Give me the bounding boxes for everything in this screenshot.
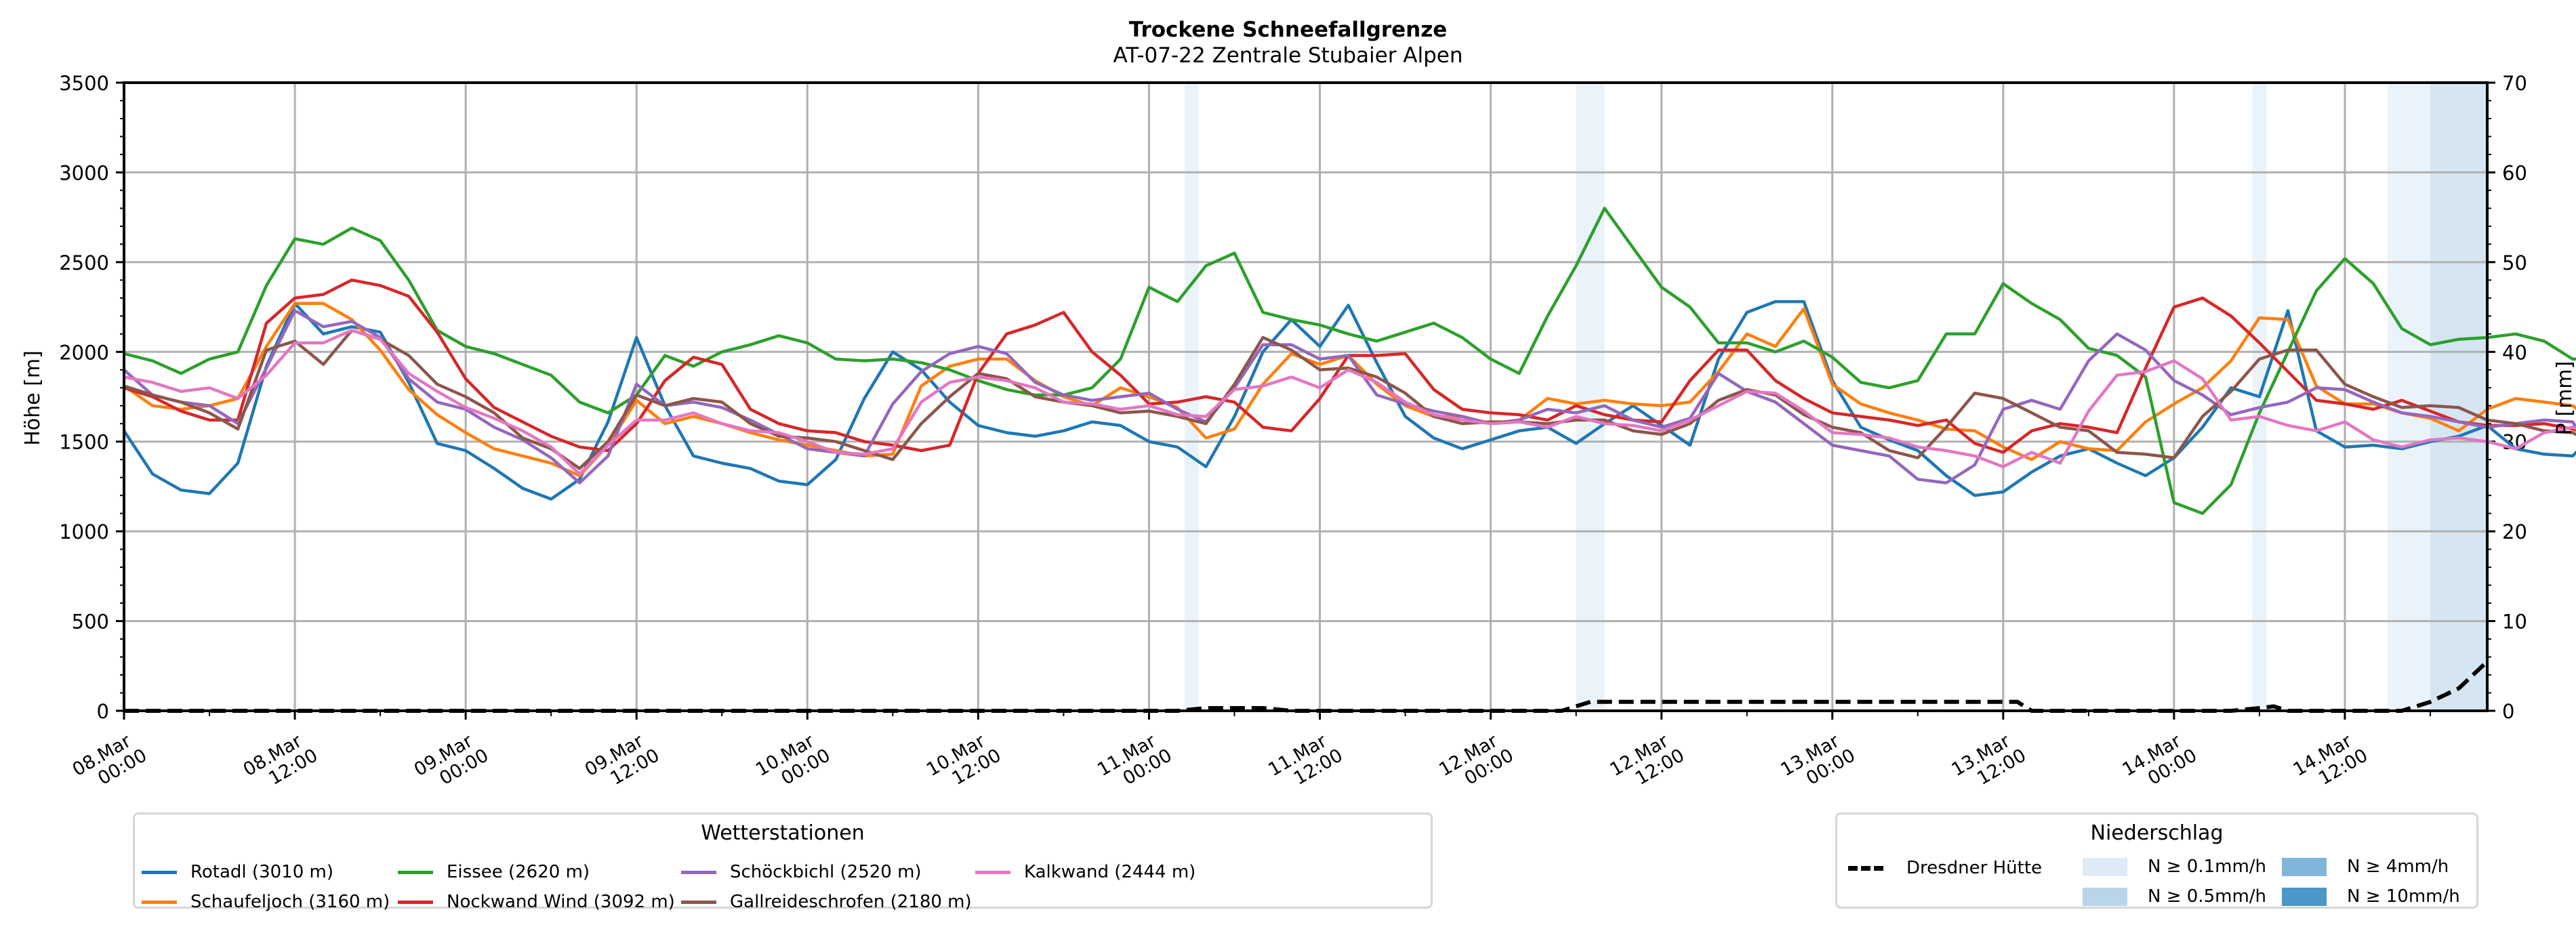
legend-item-station: Gallreideschrofen (2180 m) xyxy=(681,892,972,912)
y2-tick-label: 50 xyxy=(2502,251,2527,274)
legend-color-patch xyxy=(2083,857,2127,876)
y2-tick-label: 20 xyxy=(2502,520,2527,543)
y-axis-label-right: P [mm] xyxy=(2553,360,2576,436)
y-tick-label: 1000 xyxy=(59,520,109,543)
y-axis-label-left: Höhe [m] xyxy=(20,350,45,446)
x-tick-label: 13.Mar12:00 xyxy=(1948,727,2029,798)
series-line-4 xyxy=(123,278,2576,454)
y2-tick-label: 0 xyxy=(2502,700,2514,723)
series-line-1 xyxy=(123,300,2576,501)
legend-item-station: Schöckbichl (2520 m) xyxy=(681,862,922,882)
legend-line-swatch xyxy=(398,870,433,874)
precip-band xyxy=(2430,83,2487,711)
y2-tick-label: 40 xyxy=(2502,341,2527,364)
legend-color-patch xyxy=(2282,887,2327,906)
chart-title: Trockene Schneefallgrenze xyxy=(1128,18,1448,42)
precip-band xyxy=(2387,83,2430,711)
y2-tick-label: 60 xyxy=(2502,161,2527,184)
legend-precipitation-title: Niederschlag xyxy=(2090,821,2224,845)
legend-item-precip-level: N ≥ 4mm/h xyxy=(2282,856,2449,877)
legend-color-patch xyxy=(2083,887,2127,906)
x-tick-label: 10.Mar00:00 xyxy=(752,727,834,798)
legend-label: Rotadl (3010 m) xyxy=(190,862,333,882)
legend-label: N ≥ 10mm/h xyxy=(2347,886,2460,907)
series-line-6 xyxy=(123,329,2576,470)
series-line-7 xyxy=(123,329,2576,476)
legend-stations: Wetterstationen Rotadl (3010 m) Schaufelj… xyxy=(133,812,1433,912)
legend-label: Kalkwand (2444 m) xyxy=(1024,862,1196,882)
chart-subtitle: AT-07-22 Zentrale Stubaier Alpen xyxy=(1113,43,1463,68)
legend-label: Eissee (2620 m) xyxy=(447,862,590,882)
y-tick-label: 1500 xyxy=(59,431,109,454)
x-tick-label: 14.Mar12:00 xyxy=(2290,727,2371,798)
precip-band xyxy=(1184,83,1199,711)
legend-line-swatch xyxy=(681,900,716,904)
x-tick-label: 08.Mar12:00 xyxy=(240,727,321,798)
x-tick-label: 10.Mar12:00 xyxy=(923,727,1004,798)
legend-precipitation: Niederschlag Dresdner Hütte N ≥ 0.1mm/h N… xyxy=(1835,812,2478,909)
legend-label: N ≥ 4mm/h xyxy=(2347,856,2449,877)
x-tick-label: 11.Mar12:00 xyxy=(1265,727,1346,798)
series-line-2 xyxy=(123,302,2576,478)
legend-line-swatch xyxy=(975,870,1010,874)
legend-label: Schöckbichl (2520 m) xyxy=(730,862,922,882)
legend-item-station: Schaufeljoch (3160 m) xyxy=(142,892,390,912)
legend-item-precip-line: Dresdner Hütte xyxy=(1848,858,2042,878)
legend-label: N ≥ 0.1mm/h xyxy=(2148,856,2267,877)
legend-item-precip-level: N ≥ 0.1mm/h xyxy=(2083,856,2266,877)
y2-tick-label: 70 xyxy=(2502,72,2527,95)
y-tick-label: 2500 xyxy=(59,251,109,274)
legend-item-station: Kalkwand (2444 m) xyxy=(975,862,1195,882)
chart-canvas: 0500100015002000250030003500010203040506… xyxy=(59,72,2576,798)
series-line-3 xyxy=(123,207,2576,515)
legend-line-swatch xyxy=(142,870,177,874)
x-tick-label: 08.Mar00:00 xyxy=(69,727,150,798)
legend-label: Schaufeljoch (3160 m) xyxy=(190,892,390,912)
y2-tick-label: 10 xyxy=(2502,611,2527,634)
legend-item-precip-level: N ≥ 0.5mm/h xyxy=(2083,886,2266,907)
y-tick-label: 0 xyxy=(97,700,109,723)
legend-item-station: Nockwand Wind (3092 m) xyxy=(398,892,675,912)
legend-line-swatch xyxy=(681,870,716,874)
y-tick-label: 3000 xyxy=(59,161,109,184)
y-tick-label: 2000 xyxy=(59,341,109,364)
x-tick-label: 13.Mar00:00 xyxy=(1777,727,1858,798)
legend-label: Nockwand Wind (3092 m) xyxy=(447,892,675,912)
x-tick-label: 12.Mar00:00 xyxy=(1435,727,1517,798)
legend-item-station: Rotadl (3010 m) xyxy=(142,862,333,882)
legend-item-station: Eissee (2620 m) xyxy=(398,862,590,882)
legend-stations-title: Wetterstationen xyxy=(701,821,865,845)
x-tick-label: 12.Mar12:00 xyxy=(1606,727,1688,798)
x-tick-label: 09.Mar12:00 xyxy=(581,727,663,798)
legend-label: Dresdner Hütte xyxy=(1906,858,2043,878)
precip-line xyxy=(124,660,2489,713)
legend-line-swatch xyxy=(142,900,177,904)
series-line-5 xyxy=(123,309,2576,484)
plot-frame xyxy=(123,81,2489,712)
y-tick-label: 3500 xyxy=(59,72,109,95)
x-tick-label: 11.Mar00:00 xyxy=(1094,727,1175,798)
x-tick-label: 14.Mar00:00 xyxy=(2119,727,2201,798)
x-tick-label: 09.Mar00:00 xyxy=(411,727,492,798)
legend-color-patch xyxy=(2282,857,2327,876)
precip-band xyxy=(1576,83,1605,711)
dashed-line-icon xyxy=(1848,865,1883,871)
legend-label: Gallreideschrofen (2180 m) xyxy=(730,892,972,912)
legend-line-swatch xyxy=(398,900,433,904)
legend-item-precip-level: N ≥ 10mm/h xyxy=(2282,886,2460,907)
y-tick-label: 500 xyxy=(72,611,109,634)
legend-label: N ≥ 0.5mm/h xyxy=(2148,886,2267,907)
